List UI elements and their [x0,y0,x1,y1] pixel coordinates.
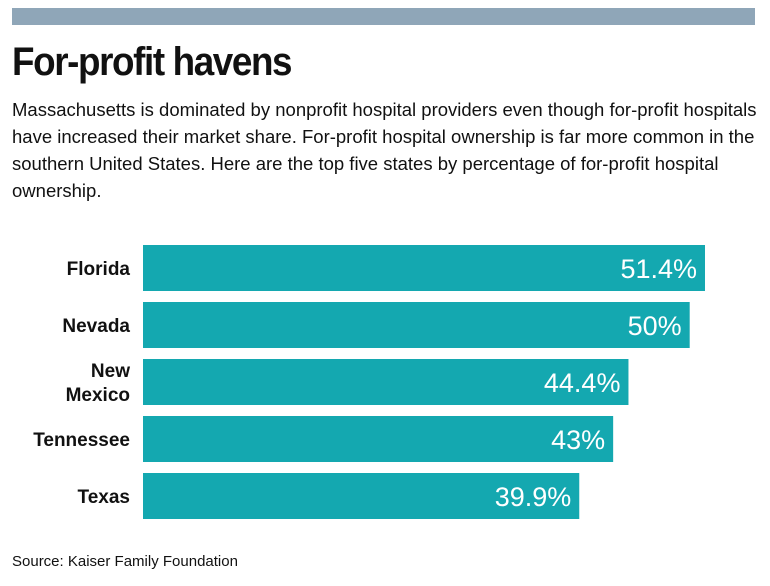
source-note: Source: Kaiser Family Foundation [12,553,238,570]
value-label: 50% [628,311,682,341]
value-label: 43% [551,425,605,455]
category-label: Nevada [62,316,130,337]
bar-tennessee [143,416,614,462]
bar-new-mexico [143,359,629,405]
category-label: Tennessee [33,430,130,451]
bar-florida [143,245,705,291]
bar-texas [143,473,580,519]
category-label: Mexico [66,385,130,406]
category-label: Texas [78,487,130,508]
category-label: New [91,361,130,382]
top-accent-bar [12,8,755,25]
value-label: 44.4% [544,368,621,398]
bar-nevada [143,302,690,348]
bar-chart: 51.4% Florida 50% Nevada 44.4% New Mexico 43% Te… [33,245,705,519]
chart-title: For-profit havens [12,40,293,84]
value-label: 51.4% [620,254,697,284]
value-label: 39.9% [495,482,572,512]
category-label: Florida [67,259,131,280]
chart-description: Massachusetts is dominated by nonprofit … [12,99,757,201]
